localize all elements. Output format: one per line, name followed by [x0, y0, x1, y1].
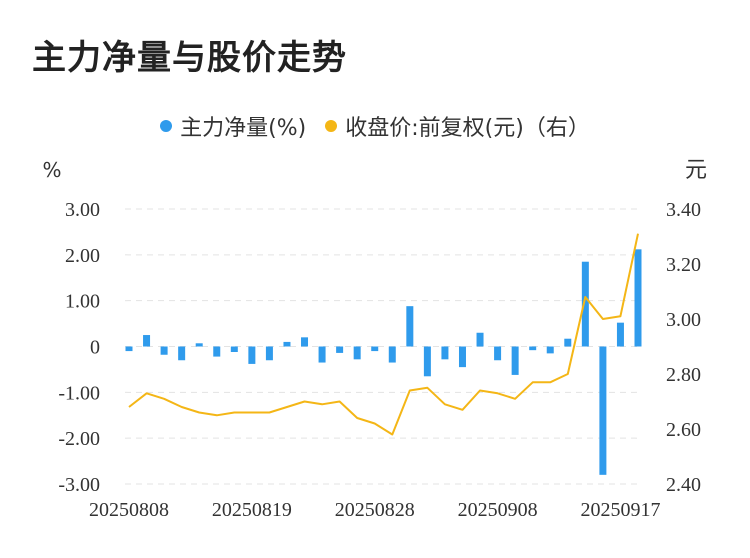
y-right-unit-label: 元	[685, 158, 707, 183]
bar-layer	[125, 249, 642, 475]
y-right-tick-label: 2.40	[666, 474, 701, 496]
price-line[interactable]	[128, 233, 639, 436]
legend-label-net-volume: 主力净量(%)	[180, 116, 307, 141]
x-tick-label: 20250917	[580, 499, 660, 521]
bar[interactable]	[371, 346, 379, 352]
y-right-tick-label: 3.40	[666, 199, 701, 221]
bar[interactable]	[511, 346, 519, 375]
y-right-tick-label: 3.00	[666, 309, 701, 331]
axis-layer: 3.00 2.00 1.00 0 -1.00 -2.00 -3.00 3.40 3.20 3.00…	[58, 199, 701, 521]
bar[interactable]	[476, 332, 484, 347]
y-left-tick-label: -1.00	[58, 382, 100, 404]
y-right-tick-label: 2.80	[666, 364, 701, 386]
y-left-tick-label: 0	[90, 337, 100, 359]
legend-dot-line	[325, 120, 338, 132]
chart-title: 主力净量与股价走势	[32, 38, 347, 78]
bar[interactable]	[388, 346, 396, 363]
bar[interactable]	[248, 346, 256, 364]
y-left-tick-label: 3.00	[65, 199, 100, 221]
y-left-tick-label: 2.00	[65, 245, 100, 267]
bar[interactable]	[178, 346, 186, 361]
bar[interactable]	[529, 346, 537, 351]
bar[interactable]	[581, 261, 589, 347]
bar[interactable]	[599, 346, 607, 475]
bar[interactable]	[564, 338, 572, 347]
bar[interactable]	[494, 346, 502, 361]
y-right-tick-label: 2.60	[666, 419, 701, 441]
bar[interactable]	[160, 346, 168, 355]
bar[interactable]	[353, 346, 361, 360]
bar[interactable]	[283, 341, 291, 347]
y-left-tick-label: -2.00	[58, 428, 100, 450]
bar[interactable]	[336, 346, 344, 353]
y-left-tick-label: -3.00	[58, 474, 100, 496]
legend: 主力净量(%) 收盘价:前复权(元)（右）	[0, 110, 750, 142]
bar[interactable]	[125, 346, 133, 352]
y-left-unit-label: %	[42, 158, 61, 182]
bar[interactable]	[616, 322, 624, 347]
bar[interactable]	[634, 249, 642, 347]
y-right-tick-label: 3.20	[666, 254, 701, 276]
bar[interactable]	[213, 346, 221, 357]
bar[interactable]	[406, 306, 414, 347]
bar[interactable]	[441, 346, 449, 360]
x-tick-label: 20250908	[458, 499, 538, 521]
grid-layer	[125, 208, 642, 485]
y-left-tick-label: 1.00	[65, 291, 100, 313]
bar[interactable]	[423, 346, 431, 377]
bar[interactable]	[230, 346, 238, 353]
x-tick-label: 20250808	[89, 499, 169, 521]
legend-label-close-price: 收盘价:前复权(元)（右）	[345, 116, 590, 141]
bar[interactable]	[546, 346, 554, 354]
x-tick-label: 20250828	[335, 499, 415, 521]
legend-item-net-volume[interactable]: 主力净量(%)	[160, 110, 306, 142]
line-layer	[128, 233, 639, 436]
legend-dot-bar	[160, 120, 173, 132]
legend-item-close-price[interactable]: 收盘价:前复权(元)（右）	[325, 110, 590, 142]
bar[interactable]	[195, 343, 203, 347]
bar[interactable]	[265, 346, 273, 361]
bar[interactable]	[458, 346, 466, 368]
bar[interactable]	[301, 337, 309, 347]
bar[interactable]	[318, 346, 326, 363]
bar[interactable]	[143, 335, 151, 347]
x-tick-label: 20250819	[212, 499, 292, 521]
